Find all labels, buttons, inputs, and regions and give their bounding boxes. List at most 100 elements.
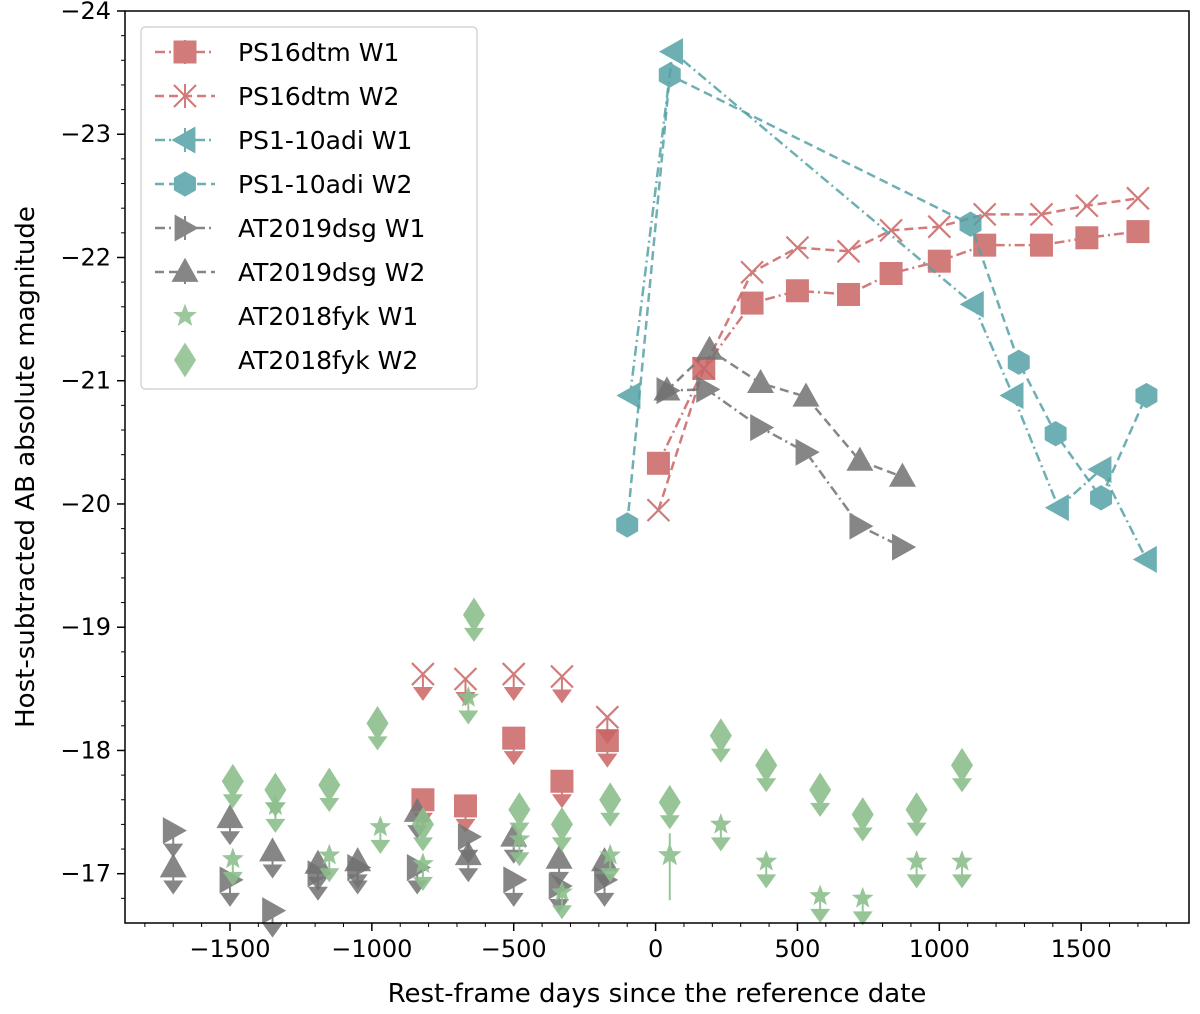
upper-limit-point — [162, 817, 187, 858]
upper-limit-marker — [221, 763, 244, 799]
legend-marker — [171, 257, 199, 282]
data-point — [1132, 545, 1157, 573]
data-point — [1126, 220, 1150, 244]
upper-limit-marker — [412, 852, 434, 874]
upper-limit-marker — [159, 853, 187, 878]
upper-limit-point — [221, 847, 244, 886]
legend-label: PS16dtm W2 — [238, 82, 399, 111]
upper-limit-point — [755, 849, 778, 889]
data-point — [657, 842, 682, 866]
data-point — [973, 233, 997, 257]
data-point — [692, 356, 716, 381]
data-point — [999, 382, 1024, 410]
upper-limit-point — [809, 884, 832, 923]
upper-limit-marker — [503, 866, 528, 894]
upper-limit-point — [809, 772, 832, 817]
upper-limit-marker — [454, 840, 482, 866]
upper-limit-marker — [501, 662, 526, 686]
data-point — [1044, 494, 1069, 522]
upper-limit-point — [599, 782, 622, 827]
y-tick-label: −23 — [60, 120, 111, 148]
legend-entry — [155, 84, 215, 108]
upper-limit-point — [159, 853, 187, 895]
upper-limit-point — [595, 705, 620, 745]
upper-limit-marker — [905, 849, 928, 871]
upper-limit-point — [216, 804, 244, 846]
upper-limit-point — [457, 686, 480, 725]
upper-limit-marker — [809, 884, 832, 906]
upper-limit-point — [453, 794, 477, 833]
data-point — [740, 291, 764, 315]
legend-box — [140, 26, 478, 390]
upper-limit-marker — [162, 817, 187, 845]
data-point — [1007, 349, 1030, 375]
legend-entry — [155, 40, 215, 64]
upper-limit-marker — [508, 827, 531, 849]
data-point — [792, 382, 820, 407]
data-point — [696, 375, 721, 403]
data-point — [959, 290, 984, 318]
y-tick-label: −17 — [60, 860, 111, 888]
legend-marker — [173, 40, 197, 64]
data-point — [1090, 485, 1113, 511]
upper-limit-point — [709, 718, 732, 763]
upper-limit-marker — [411, 806, 434, 842]
legend-label: AT2018fyk W2 — [238, 346, 418, 375]
data-point — [616, 382, 641, 410]
data-point — [836, 239, 861, 264]
series-line — [628, 49, 1148, 560]
upper-limit-marker — [502, 726, 526, 750]
upper-limit-marker — [599, 782, 622, 818]
data-point — [837, 282, 861, 306]
upper-limit-marker — [709, 812, 732, 834]
data-point — [892, 533, 917, 561]
legend-entry — [155, 171, 215, 197]
upper-limit-point — [851, 797, 874, 842]
upper-limit-marker — [755, 747, 778, 783]
upper-limit-marker — [809, 772, 832, 808]
upper-limit-marker — [366, 705, 389, 741]
upper-limit-point — [462, 597, 486, 642]
legend-label: PS16dtm W1 — [238, 38, 399, 67]
x-tick-label: −500 — [481, 935, 547, 963]
legend-marker — [173, 303, 197, 327]
legend-marker — [174, 171, 196, 197]
data-point — [1126, 186, 1150, 211]
data-point — [795, 438, 820, 466]
y-tick-label: −19 — [60, 613, 111, 641]
upper-limit-point — [950, 747, 974, 793]
data-point — [846, 446, 874, 471]
upper-limit-point — [369, 815, 392, 854]
upper-limit-point — [550, 664, 574, 704]
upper-limit-point — [318, 843, 341, 883]
upper-limit-point — [851, 886, 874, 926]
upper-limit-marker — [462, 597, 486, 633]
upper-limit-point — [755, 747, 778, 793]
upper-limit-point — [412, 852, 434, 891]
upper-limit-point — [658, 784, 681, 830]
data-point — [849, 512, 874, 540]
y-tick-label: −22 — [60, 243, 111, 271]
upper-limit-marker — [453, 794, 477, 818]
upper-limit-marker — [709, 718, 732, 754]
upper-limit-marker — [550, 806, 573, 842]
upper-limit-point — [501, 662, 526, 702]
upper-limit-marker — [950, 747, 974, 783]
upper-limit-point — [905, 849, 928, 889]
data-point — [646, 451, 670, 475]
upper-limit-marker — [453, 667, 478, 691]
legend-label: AT2019dsg W2 — [238, 258, 425, 287]
upper-limit-point — [503, 866, 528, 907]
upper-limit-marker — [508, 792, 531, 828]
upper-limit-point — [262, 897, 287, 938]
series-1 — [411, 186, 1150, 745]
upper-limit-point — [550, 806, 573, 852]
x-tick-label: −1000 — [331, 935, 412, 963]
upper-limit-point — [221, 763, 244, 809]
y-axis-label: Host-subtracted AB absolute magnitude — [11, 206, 41, 728]
x-tick-label: 1500 — [1051, 935, 1112, 963]
upper-limit-marker — [221, 847, 244, 869]
legend-label: PS1-10adi W2 — [238, 170, 412, 199]
upper-limit-marker — [595, 705, 620, 729]
upper-limit-point — [366, 705, 389, 751]
